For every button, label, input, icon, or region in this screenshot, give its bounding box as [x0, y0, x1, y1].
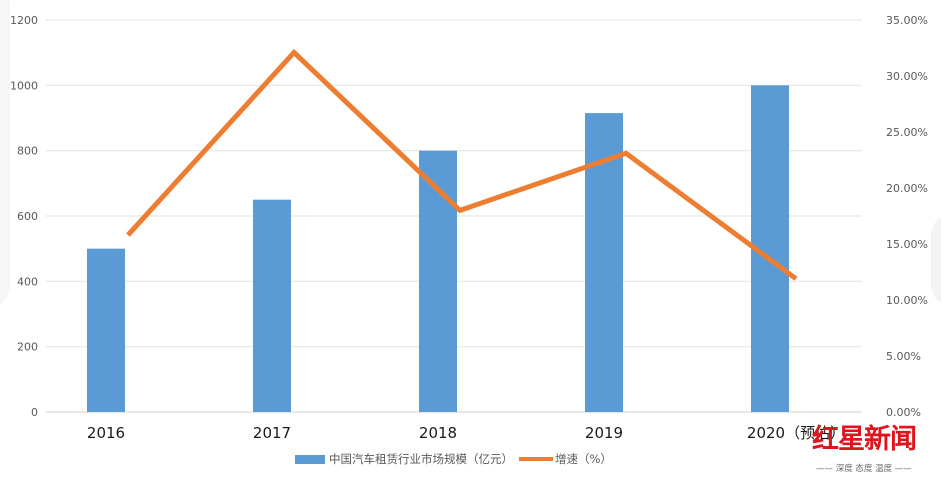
left-axis-tick: 0: [31, 406, 38, 419]
bar: [419, 150, 457, 412]
right-axis-tick: 15.00%: [886, 238, 928, 251]
right-axis-tick: 25.00%: [886, 126, 928, 139]
left-axis-tick: 600: [17, 210, 38, 223]
growth-line: [126, 48, 798, 281]
x-axis-label: 2018: [419, 424, 457, 442]
brand-name: 红星新闻: [812, 424, 917, 455]
legend-bar-swatch: [295, 454, 325, 464]
legend-line-swatch: [519, 457, 553, 461]
right-axis-tick: 35.00%: [886, 14, 928, 27]
left-axis-tick: 800: [17, 145, 38, 158]
right-axis-tick: 30.00%: [886, 70, 928, 83]
right-axis-tick: 0.00%: [886, 406, 921, 419]
left-axis-tick: 1000: [10, 79, 38, 92]
right-axis-tick: 20.00%: [886, 182, 928, 195]
combo-chart: 0 200 400 600 800 1000 1200 0.00% 5.00% 10.00% 15.…: [10, 14, 928, 442]
right-axis-tick: 10.00%: [886, 294, 928, 307]
brand-slogan: —— 深度 态度 温度 ——: [816, 464, 912, 474]
left-axis-tick: 200: [17, 341, 38, 354]
x-axis-label: 2019: [585, 424, 623, 442]
watermark-logo: 红星新闻 —— 深度 态度 温度 ——: [812, 415, 941, 488]
left-axis-tick: 1200: [10, 14, 38, 27]
x-axis-label: 2020（预估）: [747, 424, 845, 442]
left-axis-tick: 400: [17, 275, 38, 288]
background-shade: [931, 215, 941, 305]
chart-legend: 中国汽车租赁行业市场规模（亿元） 增速（%）: [295, 451, 612, 467]
x-axis-label: 2017: [253, 424, 291, 442]
legend-line-label: 增速（%）: [555, 452, 612, 466]
right-axis-tick: 5.00%: [886, 350, 921, 363]
bar: [87, 248, 125, 412]
legend-bar-label: 中国汽车租赁行业市场规模（亿元）: [329, 452, 513, 466]
bar: [253, 199, 291, 412]
x-axis-label: 2016: [87, 424, 125, 442]
background-shade: [0, 0, 10, 310]
